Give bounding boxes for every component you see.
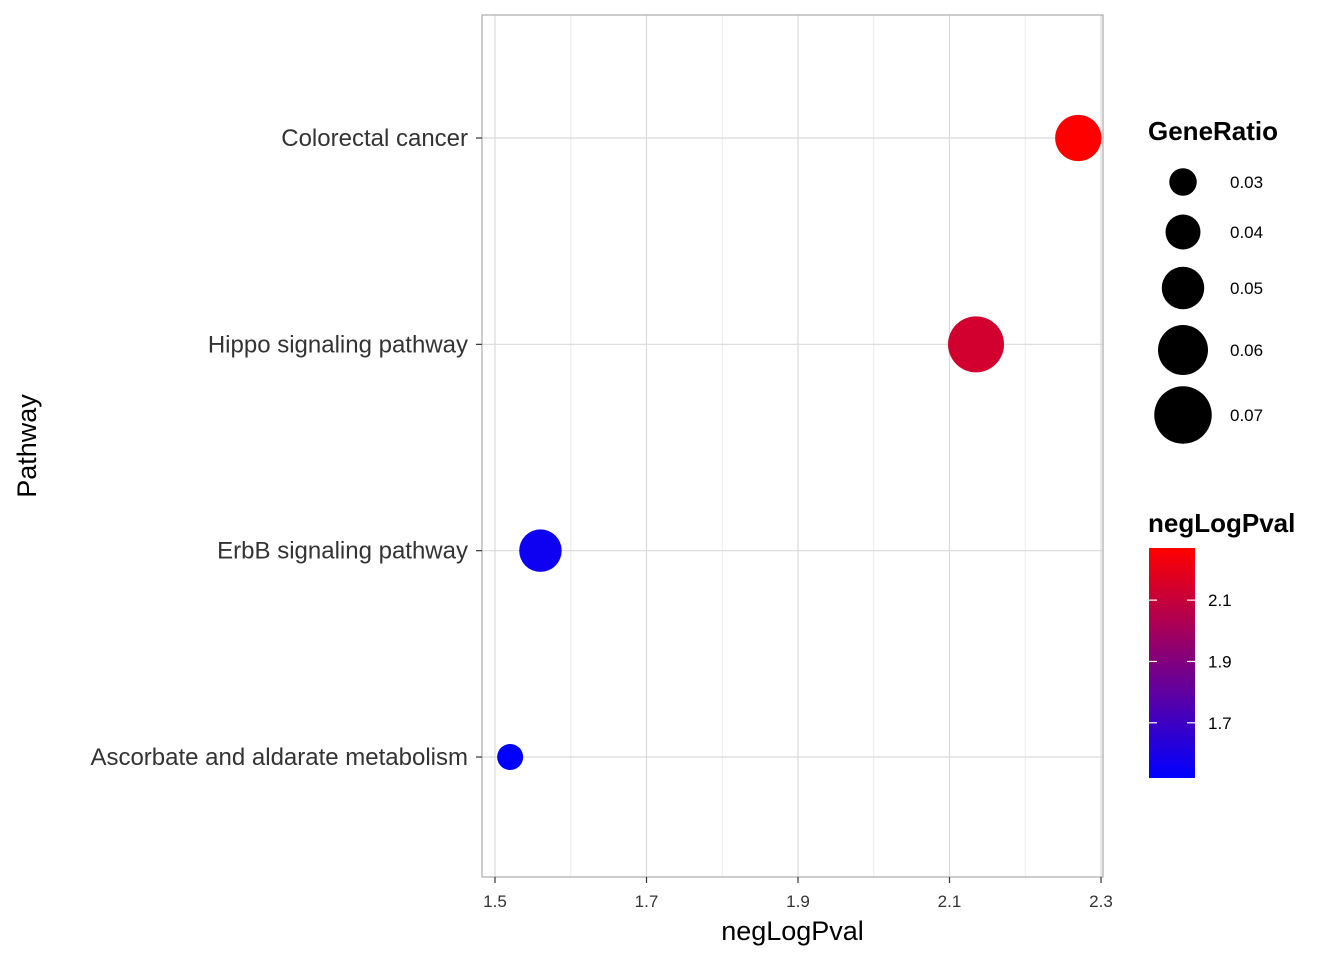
size-legend-label: 0.06 [1230, 341, 1263, 360]
size-legend: GeneRatio 0.03 0.04 0.05 0.06 0.07 [1148, 116, 1278, 444]
colorbar [1149, 548, 1195, 778]
colorbar-label: 1.7 [1208, 714, 1232, 733]
x-tick-label: 1.7 [635, 892, 659, 911]
color-legend: negLogPval 1.7 1.9 2.1 [1148, 508, 1295, 778]
data-point [948, 316, 1005, 373]
x-tick-label: 1.5 [483, 892, 507, 911]
y-tick-label: Ascorbate and aldarate metabolism [90, 744, 468, 771]
size-legend-key [1169, 168, 1197, 196]
x-axis: 1.5 1.7 1.9 2.1 2.3 [483, 877, 1113, 911]
size-legend-key [1158, 325, 1208, 375]
data-point [1055, 114, 1102, 162]
y-tick-label: ErbB signaling pathway [217, 538, 468, 565]
colorbar-label: 2.1 [1208, 591, 1232, 610]
y-tick-label: Hippo signaling pathway [208, 331, 468, 358]
size-legend-title: GeneRatio [1148, 116, 1278, 146]
color-legend-title: negLogPval [1148, 508, 1295, 538]
size-legend-key [1165, 214, 1201, 250]
major-gridlines [482, 15, 1103, 877]
size-legend-key [1161, 266, 1205, 310]
size-legend-label: 0.05 [1230, 279, 1263, 298]
y-axis-title: Pathway [12, 394, 42, 498]
x-tick-label: 2.1 [938, 892, 962, 911]
data-point [497, 744, 524, 770]
plot-panel [481, 14, 1104, 878]
y-tick-label: Colorectal cancer [281, 125, 468, 152]
colorbar-ticks: 1.7 1.9 2.1 [1149, 591, 1232, 733]
colorbar-label: 1.9 [1208, 652, 1232, 671]
size-legend-items: 0.03 0.04 0.05 0.06 0.07 [1154, 168, 1263, 444]
data-points [497, 114, 1102, 770]
x-tick-label: 2.3 [1089, 892, 1113, 911]
panel-border [481, 14, 1104, 878]
size-legend-label: 0.04 [1230, 223, 1263, 242]
panel-background [482, 15, 1103, 877]
size-legend-label: 0.07 [1230, 406, 1263, 425]
data-point [519, 529, 562, 572]
minor-gridlines [570, 15, 1026, 877]
size-legend-label: 0.03 [1230, 173, 1263, 192]
x-tick-label: 1.9 [786, 892, 810, 911]
size-legend-key [1154, 386, 1212, 444]
y-axis: Ascorbate and aldarate metabolism ErbB si… [90, 125, 482, 771]
x-axis-title: negLogPval [721, 916, 864, 946]
